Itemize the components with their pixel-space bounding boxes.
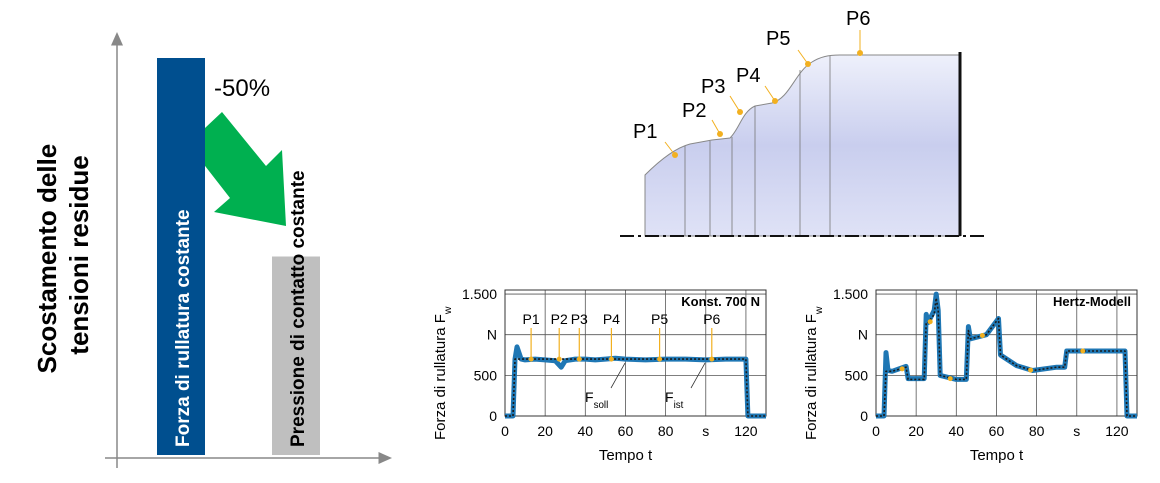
- y-tick-label: N: [858, 327, 868, 343]
- x-tick-label: s: [1073, 423, 1080, 439]
- x-tick-label: 80: [1029, 423, 1045, 439]
- x-tick-label: 60: [618, 423, 634, 439]
- point-label: P2: [682, 100, 706, 122]
- y-tick-label: N: [487, 327, 497, 343]
- y-tick-label: 1.500: [462, 286, 497, 302]
- series-label-sub: ist: [674, 400, 684, 411]
- marker-point: [1028, 367, 1034, 373]
- x-tick-label: 60: [989, 423, 1005, 439]
- legend-leader: [610, 362, 626, 389]
- plot-frame: [504, 289, 767, 417]
- y-tick-label: 500: [474, 367, 498, 383]
- point-label: P1: [633, 121, 657, 143]
- x-axis-label: Tempo t: [599, 447, 653, 464]
- y-axis-label: Forza di rullatura Fw: [432, 306, 454, 440]
- bar-label: Pressione di contatto costante: [288, 170, 309, 447]
- marker-point: [927, 319, 933, 325]
- marker-point: [556, 356, 562, 362]
- marker-point: [899, 366, 905, 372]
- marker-point: [709, 356, 715, 362]
- x-axis-label: Tempo t: [970, 447, 1024, 464]
- x-tick-label: 0: [501, 423, 509, 439]
- marker-point: [576, 356, 582, 362]
- y-axis-label: Forza di rullatura Fw: [803, 306, 825, 440]
- series-label-main: F: [585, 389, 594, 405]
- reduction-label: -50%: [214, 75, 270, 102]
- y-tick-label: 1.500: [833, 286, 868, 302]
- y-tick-label: 0: [860, 408, 868, 424]
- marker-point: [657, 356, 663, 362]
- x-tick-label: 20: [908, 423, 924, 439]
- marker-point: [947, 376, 953, 382]
- marker-point: [979, 333, 985, 339]
- x-tick-label: 80: [658, 423, 674, 439]
- shaft-diagram: [620, 30, 988, 237]
- y-axis-label-sub: w: [813, 306, 825, 315]
- marker-label: P1: [523, 311, 540, 327]
- y-axis-label-main: Forza di rullatura F: [432, 314, 449, 440]
- legend-leader: [690, 362, 706, 389]
- bar-label: Forza di rullatura costante: [173, 209, 194, 447]
- x-tick-label: 0: [872, 423, 880, 439]
- reduction-arrow: [188, 112, 286, 226]
- point-label: P4: [736, 65, 760, 87]
- y-tick-label: 500: [845, 367, 869, 383]
- series-line: [876, 291, 1137, 419]
- point-label: P5: [766, 28, 790, 50]
- bar: [272, 256, 320, 455]
- x-tick-label: 120: [1105, 423, 1129, 439]
- series-label-main: F: [665, 389, 674, 405]
- marker-point: [1080, 348, 1086, 354]
- y-axis-label-main: Forza di rullatura F: [803, 314, 820, 440]
- marker-point: [528, 356, 534, 362]
- x-tick-label: 40: [949, 423, 965, 439]
- x-tick-label: 120: [734, 423, 758, 439]
- marker-label: P4: [603, 311, 620, 327]
- x-tick-label: s: [702, 423, 709, 439]
- point-label: P6: [846, 8, 870, 30]
- y-tick-label: 0: [489, 408, 497, 424]
- point-label: P3: [701, 76, 725, 98]
- series-line: [505, 344, 766, 419]
- marker-label: P3: [571, 311, 588, 327]
- marker-label: P5: [651, 311, 668, 327]
- series-label-sub: soll: [594, 400, 609, 411]
- series-line: [505, 358, 766, 417]
- marker-point: [608, 356, 614, 362]
- y-axis-label-sub: w: [442, 306, 454, 315]
- series-label: Fsoll: [585, 389, 608, 411]
- marker-label: P6: [703, 311, 720, 327]
- x-tick-label: 20: [537, 423, 553, 439]
- series-label: Fist: [665, 389, 684, 411]
- marker-label: P2: [551, 311, 568, 327]
- x-tick-label: 40: [578, 423, 594, 439]
- plot-frame: [875, 289, 1138, 417]
- box-label: Hertz-Modell: [1053, 294, 1131, 309]
- bar: [157, 58, 205, 455]
- y-axis-label: Scostamento delle tensioni residue: [32, 137, 94, 374]
- box-label: Konst. 700 N: [681, 294, 760, 309]
